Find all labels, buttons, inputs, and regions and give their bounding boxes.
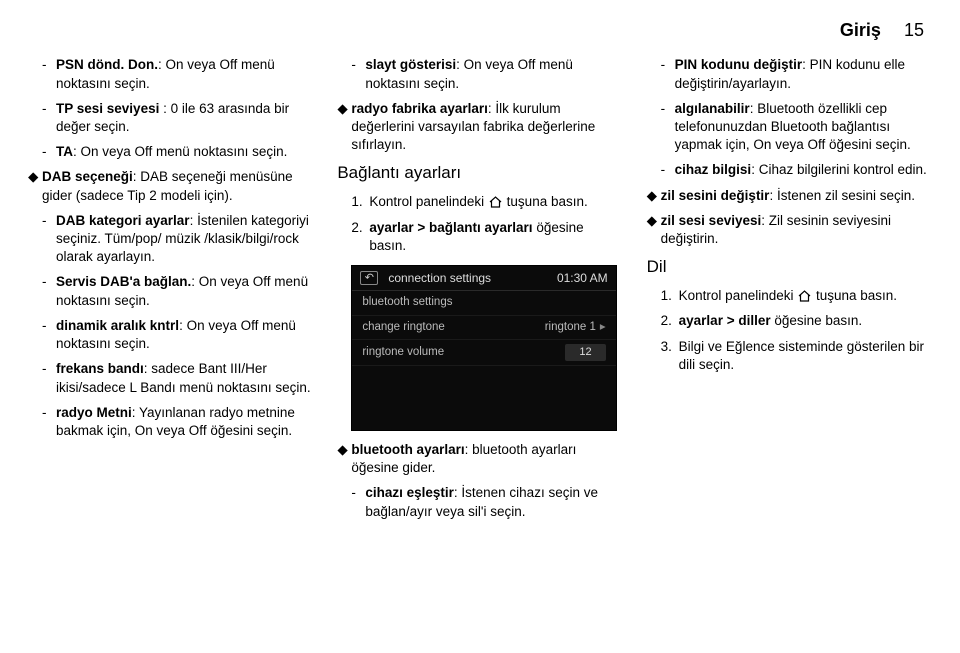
- home-icon: [798, 290, 811, 302]
- step-text: Kontrol panelindeki tuşuna basın.: [679, 287, 932, 305]
- entry-text: cihazı eşleştir: İstenen cihazı seçin ve…: [365, 484, 622, 520]
- back-icon: ↶: [360, 271, 378, 285]
- list-entry: -TA: On veya Off menü noktasını seçin.: [42, 143, 313, 161]
- shot-row-label: change ringtone: [362, 320, 544, 336]
- entry-text: bluetooth ayarları: bluetooth ayarları ö…: [351, 441, 622, 477]
- shot-title: connection settings: [388, 270, 557, 286]
- entry-text: PSN dönd. Don.: On veya Off menü noktası…: [56, 56, 313, 92]
- list-entry: -radyo Metni: Yayınlanan radyo metnine b…: [42, 404, 313, 440]
- shot-row-value: ringtone 1▸: [545, 320, 606, 336]
- step-item: 1.Kontrol panelindeki tuşuna basın.: [661, 287, 932, 305]
- page-number: 15: [904, 20, 924, 40]
- step-text: Kontrol panelindeki tuşuna basın.: [369, 193, 622, 211]
- shot-row-label: ringtone volume: [362, 345, 565, 361]
- entry-text: cihaz bilgisi: Cihaz bilgilerini kontrol…: [675, 161, 932, 179]
- bullet: -: [661, 56, 675, 92]
- entry-text: TP sesi seviyesi : 0 ile 63 arasında bir…: [56, 100, 313, 136]
- list-entry: ◆zil sesini değiştir: İstenen zil sesini…: [647, 187, 932, 205]
- ui-screenshot: ↶ connection settings01:30 AM bluetooth se…: [351, 265, 616, 431]
- bullet: -: [661, 161, 675, 179]
- entry-text: radyo Metni: Yayınlanan radyo metnine ba…: [56, 404, 313, 440]
- step-text: ayarlar > bağlantı ayarları öğesine bası…: [369, 219, 622, 255]
- shot-row: bluetooth settings: [352, 291, 615, 316]
- heading-connection: Bağlantı ayarları: [337, 162, 622, 185]
- bullet: -: [351, 484, 365, 520]
- home-icon: [489, 196, 502, 208]
- step-number: 3.: [661, 338, 679, 374]
- columns: -PSN dönd. Don.: On veya Off menü noktas…: [28, 56, 932, 528]
- entry-text: slayt gösterisi: On veya Off menü noktas…: [365, 56, 622, 92]
- step-item: 3.Bilgi ve Eğlence sisteminde gösterilen…: [661, 338, 932, 374]
- list-entry: -cihazı eşleştir: İstenen cihazı seçin v…: [351, 484, 622, 520]
- list-entry: ◆radyo fabrika ayarları: İlk kurulum değ…: [337, 100, 622, 155]
- bullet: ◆: [337, 100, 351, 155]
- step-item: 2.ayarlar > diller öğesine basın.: [661, 312, 932, 330]
- list-entry: ◆DAB seçeneği: DAB seçeneği menüsüne gid…: [28, 168, 313, 204]
- section-title: Giriş: [840, 20, 881, 40]
- column-1: -PSN dönd. Don.: On veya Off menü noktas…: [28, 56, 313, 528]
- list-entry: -PSN dönd. Don.: On veya Off menü noktas…: [42, 56, 313, 92]
- list-entry: -algılanabilir: Bluetooth özellikli cep …: [661, 100, 932, 155]
- step-number: 2.: [661, 312, 679, 330]
- shot-volume: 12: [565, 344, 605, 361]
- entry-text: radyo fabrika ayarları: İlk kurulum değe…: [351, 100, 622, 155]
- entry-text: frekans bandı: sadece Bant III/Her ikisi…: [56, 360, 313, 396]
- bullet: -: [42, 56, 56, 92]
- shot-empty: [352, 366, 615, 430]
- list-entry: -dinamik aralık kntrl: On veya Off menü …: [42, 317, 313, 353]
- shot-time: 01:30 AM: [557, 270, 608, 286]
- step-number: 2.: [351, 219, 369, 255]
- bullet: ◆: [337, 441, 351, 477]
- bullet: -: [351, 56, 365, 92]
- list-entry: -frekans bandı: sadece Bant III/Her ikis…: [42, 360, 313, 396]
- entry-text: Servis DAB'a bağlan.: On veya Off menü n…: [56, 273, 313, 309]
- bullet: -: [42, 100, 56, 136]
- list-entry: -Servis DAB'a bağlan.: On veya Off menü …: [42, 273, 313, 309]
- entry-text: dinamik aralık kntrl: On veya Off menü n…: [56, 317, 313, 353]
- list-entry: -PIN kodunu değiştir: PIN kodunu elle de…: [661, 56, 932, 92]
- entry-text: zil sesi seviyesi: Zil sesinin seviyesin…: [661, 212, 932, 248]
- column-3: -PIN kodunu değiştir: PIN kodunu elle de…: [647, 56, 932, 528]
- step-number: 1.: [351, 193, 369, 211]
- bullet: -: [42, 360, 56, 396]
- list-entry: ◆bluetooth ayarları: bluetooth ayarları …: [337, 441, 622, 477]
- list-entry: ◆zil sesi seviyesi: Zil sesinin seviyesi…: [647, 212, 932, 248]
- list-entry: -slayt gösterisi: On veya Off menü nokta…: [351, 56, 622, 92]
- shot-row-label: bluetooth settings: [362, 295, 605, 311]
- list-entry: -cihaz bilgisi: Cihaz bilgilerini kontro…: [661, 161, 932, 179]
- bullet: -: [42, 404, 56, 440]
- bullet: ◆: [647, 187, 661, 205]
- bullet: -: [42, 212, 56, 267]
- list-entry: -DAB kategori ayarlar: İstenilen kategor…: [42, 212, 313, 267]
- step-text: ayarlar > diller öğesine basın.: [679, 312, 932, 330]
- entry-text: PIN kodunu değiştir: PIN kodunu elle değ…: [675, 56, 932, 92]
- bullet: -: [661, 100, 675, 155]
- bullet: -: [42, 317, 56, 353]
- entry-text: DAB kategori ayarlar: İstenilen kategori…: [56, 212, 313, 267]
- entry-text: algılanabilir: Bluetooth özellikli cep t…: [675, 100, 932, 155]
- bullet: -: [42, 273, 56, 309]
- entry-text: DAB seçeneği: DAB seçeneği menüsüne gide…: [42, 168, 313, 204]
- heading-language: Dil: [647, 256, 932, 279]
- step-text: Bilgi ve Eğlence sisteminde gösterilen b…: [679, 338, 932, 374]
- bullet: ◆: [28, 168, 42, 204]
- shot-header: ↶ connection settings01:30 AM: [352, 266, 615, 291]
- shot-row: ringtone volume12: [352, 340, 615, 366]
- bullet: ◆: [647, 212, 661, 248]
- page-header: Giriş 15: [28, 18, 932, 42]
- chevron-icon: ▸: [600, 321, 606, 333]
- list-entry: -TP sesi seviyesi : 0 ile 63 arasında bi…: [42, 100, 313, 136]
- step-number: 1.: [661, 287, 679, 305]
- entry-text: TA: On veya Off menü noktasını seçin.: [56, 143, 313, 161]
- step-item: 1.Kontrol panelindeki tuşuna basın.: [351, 193, 622, 211]
- column-2: -slayt gösterisi: On veya Off menü nokta…: [337, 56, 622, 528]
- entry-text: zil sesini değiştir: İstenen zil sesini …: [661, 187, 932, 205]
- bullet: -: [42, 143, 56, 161]
- step-item: 2.ayarlar > bağlantı ayarları öğesine ba…: [351, 219, 622, 255]
- shot-row: change ringtoneringtone 1▸: [352, 316, 615, 341]
